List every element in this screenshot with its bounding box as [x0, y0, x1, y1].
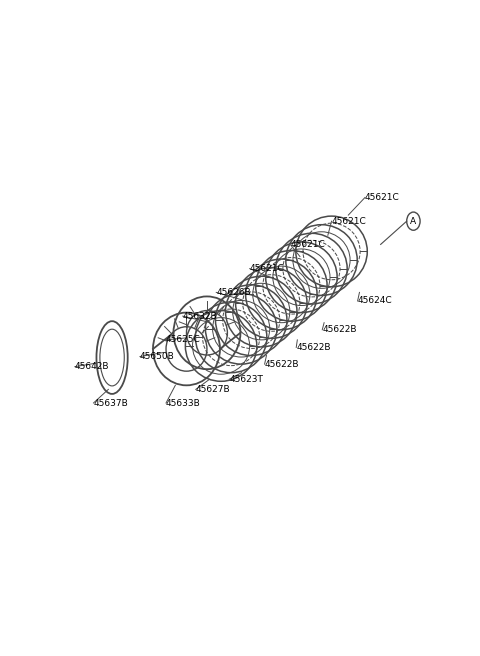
- Text: 45626B: 45626B: [216, 288, 251, 297]
- Text: 45621C: 45621C: [365, 193, 400, 202]
- Text: 45650B: 45650B: [140, 352, 175, 361]
- Text: 45624C: 45624C: [358, 297, 392, 306]
- Text: 45622B: 45622B: [322, 325, 357, 335]
- Text: 45622B: 45622B: [264, 359, 299, 369]
- Text: 45633B: 45633B: [166, 398, 201, 407]
- Text: 45622B: 45622B: [296, 343, 331, 352]
- Text: 45621C: 45621C: [250, 264, 285, 273]
- Text: 45632B: 45632B: [183, 312, 217, 321]
- Text: A: A: [410, 216, 417, 226]
- Text: 45623T: 45623T: [229, 375, 263, 384]
- Text: 45627B: 45627B: [196, 385, 230, 394]
- Text: 45621C: 45621C: [332, 216, 366, 226]
- Text: 45625C: 45625C: [166, 335, 201, 344]
- Text: 45637B: 45637B: [94, 398, 128, 407]
- Text: 45621C: 45621C: [290, 240, 325, 249]
- Text: 45642B: 45642B: [75, 362, 109, 371]
